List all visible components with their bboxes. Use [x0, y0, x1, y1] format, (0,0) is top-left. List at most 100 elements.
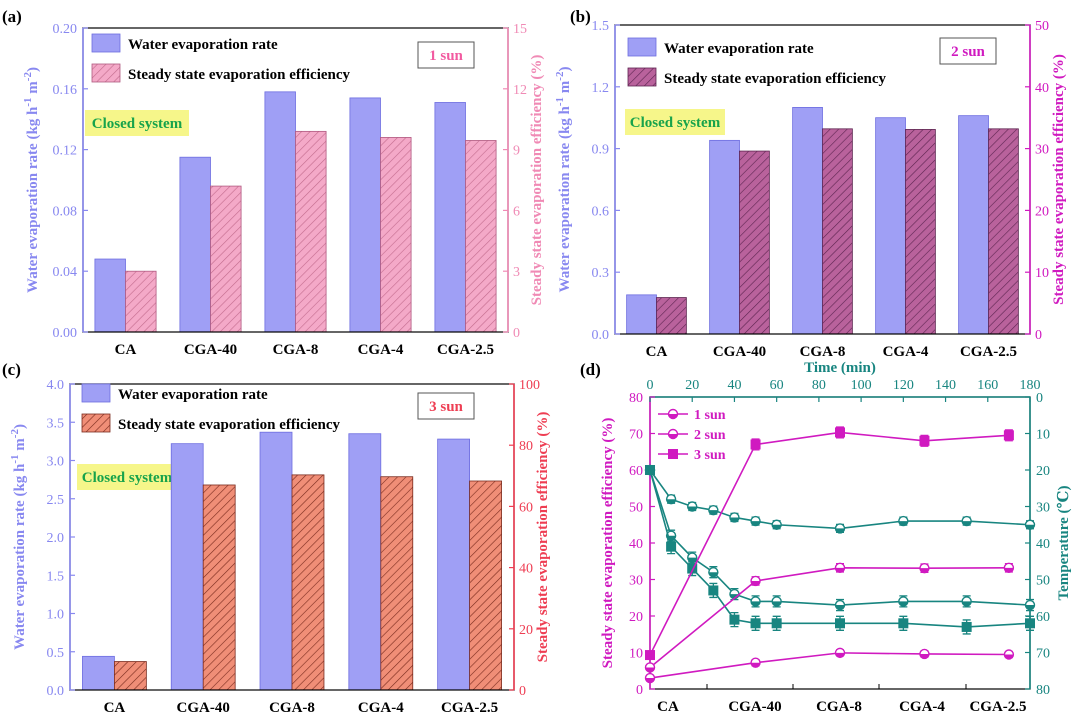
eff-point-1-4 — [1003, 562, 1015, 574]
eff-point-0-0-half — [645, 678, 655, 683]
y-tick-label-c-0: 0.0 — [47, 684, 65, 699]
x-bottom-label-d-2: CGA-8 — [816, 699, 862, 715]
temp-point-1-10-half — [1025, 605, 1035, 610]
x-tick-label-c-4: CGA-2.5 — [441, 700, 498, 716]
sun-box-c — [417, 392, 475, 420]
y-tick-label-a-4: 0.16 — [53, 83, 78, 98]
bar-rate-a-3 — [349, 97, 381, 333]
eff-point-0-4-half — [1004, 654, 1014, 660]
legend-label-d-0: 1 sun — [694, 408, 726, 423]
bar-eff-b-1 — [739, 150, 770, 335]
bar-eff-c-4 — [469, 480, 502, 691]
y2-tick-label-a-3: 9 — [513, 144, 520, 159]
bar-rate-c-2 — [259, 431, 293, 691]
y2-tick-label-d-3: 30 — [1036, 501, 1050, 516]
eff-point-0-2 — [834, 647, 846, 659]
y2-tick-label-b-1: 10 — [1035, 266, 1049, 281]
temp-point-1-6-half — [772, 601, 782, 606]
x-tick-label-a-0: CA — [115, 342, 137, 358]
y-tick-label-d-8: 80 — [629, 391, 643, 406]
y2-axis-title-c: Steady state evaporation efficiency (%) — [535, 412, 551, 663]
y2-tick-label-b-5: 50 — [1035, 19, 1049, 34]
temp-point-1-9-half — [962, 601, 972, 606]
y-tick-label-c-5: 2.5 — [47, 493, 65, 508]
bar-rate-b-2 — [792, 107, 823, 335]
eff-point-0-1-half — [751, 662, 761, 668]
x-top-tick-label-9: 180 — [1020, 378, 1041, 393]
temp-point-0-3 — [708, 504, 719, 516]
legend-swatch-rate-a — [91, 33, 121, 53]
y-tick-label-d-1: 10 — [629, 647, 643, 662]
bar-eff-c-2 — [291, 474, 325, 691]
temp-point-1-7 — [834, 599, 846, 611]
closed-system-label-b: Closed system — [630, 115, 721, 131]
temp-point-2-3 — [708, 585, 719, 596]
y-tick-label-b-5: 1.5 — [592, 19, 610, 34]
y-tick-label-a-5: 0.20 — [53, 22, 78, 37]
x-tick-label-a-3: CGA-4 — [358, 342, 404, 358]
x-tick-label-b-1: CGA-40 — [713, 344, 766, 360]
eff-point-1-2-half — [835, 567, 845, 573]
x-tick-label-a-2: CGA-8 — [273, 342, 319, 358]
eff-point-0-2-half — [835, 652, 845, 658]
closed-system-highlight-b — [625, 109, 725, 135]
temp-point-1-7-half — [835, 605, 845, 610]
temp-point-0-7 — [834, 523, 846, 534]
y-tick-label-b-2: 0.6 — [592, 204, 610, 219]
y2-tick-label-c-2: 40 — [519, 562, 533, 577]
y-tick-label-c-2: 1.0 — [47, 608, 65, 623]
temp-point-2-9 — [961, 621, 972, 632]
temp-point-2-5 — [750, 618, 761, 629]
bar-rate-a-2 — [264, 91, 296, 333]
eff-point-1-2 — [834, 562, 846, 574]
x-tick-label-a-1: CGA-40 — [184, 342, 237, 358]
bar-rate-b-1 — [709, 139, 740, 335]
sun-label-c: 3 sun — [429, 399, 463, 415]
x-tick-label-b-2: CGA-8 — [800, 344, 846, 360]
temp-point-1-3 — [708, 567, 719, 578]
eff-line-0 — [649, 652, 1009, 679]
eff-point-2-4 — [1003, 430, 1014, 441]
bar-eff-a-0 — [125, 270, 157, 333]
y2-tick-label-c-0: 0 — [519, 684, 526, 699]
x-top-tick-label-5: 100 — [851, 378, 872, 393]
panel-label-c: (c) — [2, 360, 21, 379]
y-tick-label-c-7: 3.5 — [47, 416, 65, 431]
temp-point-1-8 — [898, 596, 909, 607]
y-tick-label-d-4: 40 — [629, 537, 643, 552]
y2-tick-label-a-4: 12 — [513, 83, 527, 98]
bar-eff-b-0 — [656, 297, 687, 335]
eff-point-1-3-half — [919, 568, 929, 573]
legend-label-d-2: 3 sun — [694, 448, 726, 463]
y2-tick-label-a-1: 3 — [513, 265, 520, 280]
y-tick-label-a-1: 0.04 — [53, 265, 78, 280]
bar-eff-c-3 — [380, 476, 414, 691]
y2-tick-label-c-3: 60 — [519, 500, 533, 515]
y2-tick-label-d-0: 0 — [1036, 391, 1043, 406]
y2-tick-label-d-2: 20 — [1036, 464, 1050, 479]
legend-label-rate-b: Water evaporation rate — [664, 41, 814, 57]
sun-label-b: 2 sun — [951, 44, 985, 60]
y-tick-label-d-7: 70 — [629, 428, 643, 443]
eff-point-0-1 — [750, 657, 761, 668]
y-tick-label-a-3: 0.12 — [53, 144, 78, 159]
temp-point-2-8 — [898, 618, 909, 629]
eff-point-1-4-half — [1004, 567, 1014, 573]
y-axis-title-c: Water evaporation rate (kg h-1 m-2) — [9, 424, 28, 650]
temp-point-0-9-half — [962, 521, 972, 526]
y2-axis-title-b: Steady state evaporation efficiency (%) — [1051, 54, 1067, 305]
panel-label-d: (d) — [580, 360, 601, 379]
temp-point-0-1-half — [666, 499, 676, 504]
x-tick-label-c-0: CA — [104, 700, 126, 716]
bar-rate-a-1 — [179, 156, 211, 333]
closed-system-label-a: Closed system — [92, 116, 183, 132]
eff-point-1-0-half — [645, 667, 655, 672]
x-tick-label-b-0: CA — [646, 344, 668, 360]
x-tick-label-b-3: CGA-4 — [883, 344, 929, 360]
temp-point-0-9 — [961, 515, 972, 527]
temp-point-0-10-half — [1025, 524, 1035, 530]
y-tick-label-d-3: 30 — [629, 574, 643, 589]
x-top-tick-label-6: 120 — [893, 378, 914, 393]
temp-point-2-1 — [666, 541, 677, 552]
